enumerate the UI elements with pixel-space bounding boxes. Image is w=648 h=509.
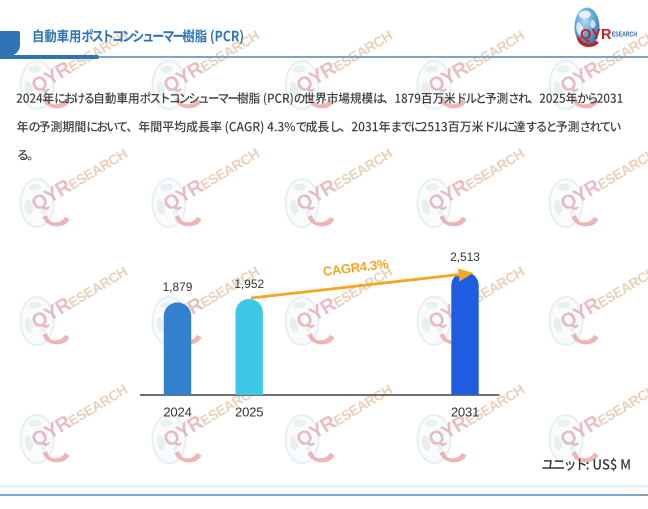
svg-text:ESEARCH: ESEARCH [612,29,638,38]
svg-text:CAGR4.3%: CAGR4.3% [322,256,390,279]
svg-text:2031: 2031 [451,405,479,420]
svg-text:1,952: 1,952 [234,277,264,291]
svg-text:QYR: QYR [580,27,612,43]
svg-text:2024: 2024 [163,405,191,420]
svg-text:2025: 2025 [235,405,263,420]
svg-text:1,879: 1,879 [163,280,193,294]
svg-text:2,513: 2,513 [450,250,480,264]
